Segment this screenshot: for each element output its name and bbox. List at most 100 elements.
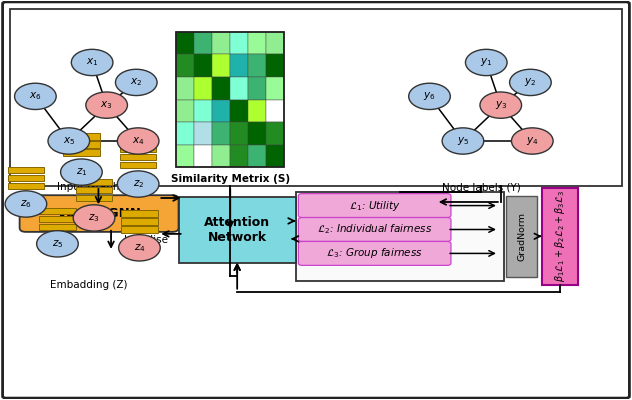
Bar [176,32,284,167]
FancyBboxPatch shape [178,197,296,263]
Text: $y_6$: $y_6$ [423,90,436,102]
Text: Initialise: Initialise [124,235,167,245]
Bar [230,54,248,77]
Bar [63,142,100,148]
Bar [267,54,284,77]
Bar [267,77,284,100]
Bar [194,122,212,145]
Circle shape [37,231,78,257]
Bar [194,54,212,77]
Text: $x_6$: $x_6$ [29,90,42,102]
Circle shape [118,128,159,154]
Bar [194,77,212,100]
Bar [176,145,194,167]
Bar [212,77,230,100]
Bar [121,218,158,225]
Bar [63,149,100,156]
Text: $z_3$: $z_3$ [88,212,100,224]
Circle shape [48,128,90,154]
Bar [76,179,112,185]
Circle shape [15,83,56,110]
Text: $y_1$: $y_1$ [480,56,492,68]
Text: Input Graph: Input Graph [56,182,119,192]
Text: Embadding (Z): Embadding (Z) [50,280,128,290]
Text: Similarity Metrix (S): Similarity Metrix (S) [171,174,290,184]
Text: $x_2$: $x_2$ [130,76,142,88]
Circle shape [71,49,113,76]
FancyBboxPatch shape [298,242,451,265]
Bar [10,9,622,186]
Circle shape [5,191,47,217]
Bar [248,145,267,167]
Bar [267,100,284,122]
FancyBboxPatch shape [298,218,451,242]
Circle shape [409,83,451,110]
Bar [248,54,267,77]
Text: $\mathcal{L}_1$: Utility: $\mathcal{L}_1$: Utility [349,198,401,212]
Bar [39,216,76,222]
Circle shape [119,235,161,261]
Bar [39,208,76,214]
Bar [194,100,212,122]
Bar [121,210,158,217]
Text: Attention
Network: Attention Network [204,216,270,244]
FancyBboxPatch shape [20,195,178,232]
Bar [76,187,112,193]
Circle shape [86,92,128,118]
Bar [176,100,194,122]
Bar [267,32,284,54]
Bar [248,122,267,145]
Bar [212,122,230,145]
Circle shape [465,49,507,76]
Bar [212,54,230,77]
Text: $y_4$: $y_4$ [526,135,538,147]
Bar [212,100,230,122]
Circle shape [442,128,483,154]
FancyBboxPatch shape [3,2,629,398]
Bar [230,122,248,145]
Circle shape [61,159,102,185]
Bar [542,188,578,284]
Bar [248,77,267,100]
Text: $z_6$: $z_6$ [20,198,32,210]
Bar [120,146,157,152]
Text: $y_5$: $y_5$ [457,135,469,147]
Circle shape [509,69,551,96]
Bar [120,154,157,160]
Bar [248,32,267,54]
Text: $x_1$: $x_1$ [86,56,99,68]
Bar [176,122,194,145]
Bar [296,192,504,280]
Circle shape [73,205,115,231]
Bar [230,100,248,122]
FancyBboxPatch shape [298,194,451,218]
Text: $z_4$: $z_4$ [133,242,145,254]
Bar [63,134,100,140]
Text: Vanila GNN: Vanila GNN [57,207,141,220]
Bar [176,32,194,54]
Bar [194,145,212,167]
Text: Node labels (Y): Node labels (Y) [442,182,521,192]
Text: $x_5$: $x_5$ [63,135,75,147]
Bar [8,175,44,181]
Circle shape [118,171,159,197]
Bar [230,145,248,167]
Bar [8,167,44,173]
Bar [267,122,284,145]
Bar [212,145,230,167]
Circle shape [480,92,521,118]
Text: $z_2$: $z_2$ [133,178,144,190]
Circle shape [116,69,157,96]
Bar [506,196,537,276]
Bar [176,77,194,100]
Text: $y_3$: $y_3$ [494,99,507,111]
Bar [8,183,44,189]
Bar [120,162,157,168]
Bar [194,32,212,54]
Text: $z_5$: $z_5$ [52,238,63,250]
Text: $\mathcal{L}_3$: Group fairness: $\mathcal{L}_3$: Group fairness [326,246,423,260]
Text: GradNorm: GradNorm [517,212,526,261]
Bar [76,195,112,201]
Text: $z_1$: $z_1$ [76,166,87,178]
Bar [39,224,76,230]
